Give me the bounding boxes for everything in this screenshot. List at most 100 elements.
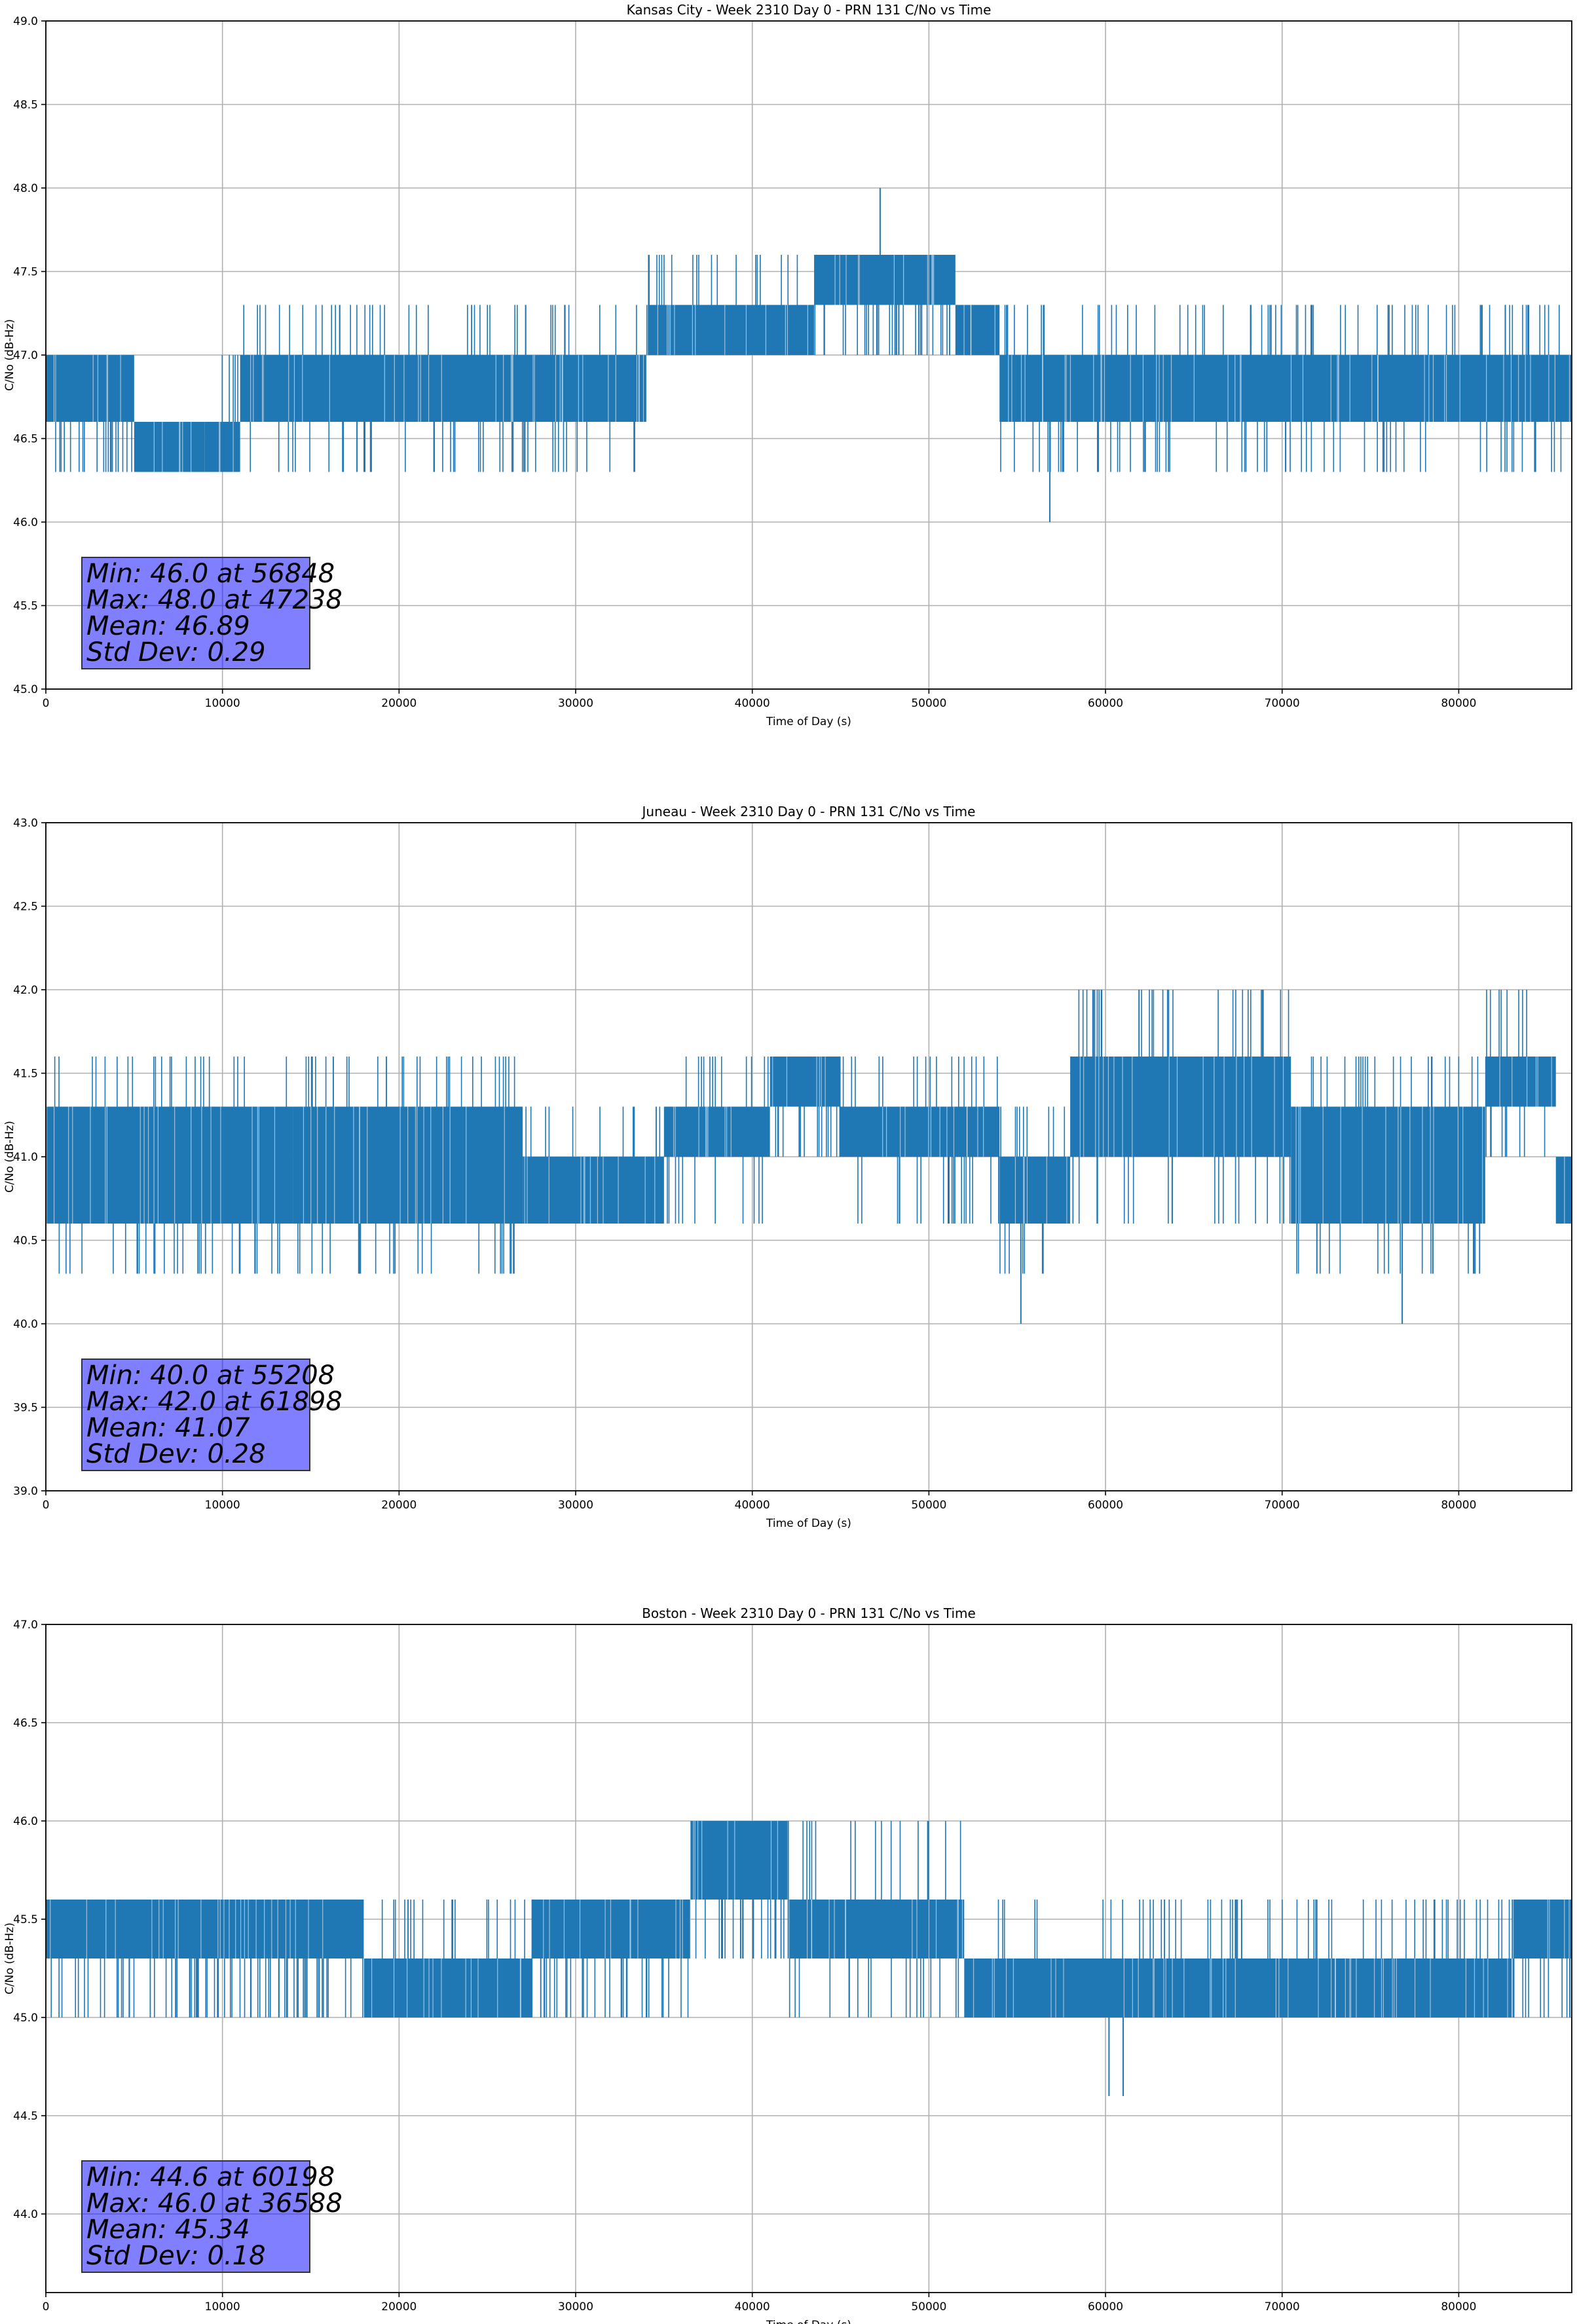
y-tick-label: 47.0 bbox=[13, 349, 38, 362]
data-band-4 bbox=[787, 1900, 965, 1959]
y-tick-label: 48.0 bbox=[13, 182, 38, 195]
x-tick-label: 80000 bbox=[1441, 2300, 1476, 2314]
axes-frame bbox=[45, 1624, 1572, 2293]
y-tick-label: 39.0 bbox=[13, 1485, 38, 1498]
stats-box: Min: 46.0 at 56848 Max: 48.0 at 47238 Mean… bbox=[81, 557, 343, 669]
chart-title: Juneau - Week 2310 Day 0 - PRN 131 C/No … bbox=[641, 804, 976, 819]
y-tick-label: 45.0 bbox=[13, 683, 38, 696]
x-tick-label: 20000 bbox=[381, 2300, 417, 2314]
stats-mean: Mean: 45.34 bbox=[86, 2215, 250, 2245]
y-tick-label: 40.0 bbox=[13, 1318, 38, 1331]
data-series bbox=[46, 188, 1572, 522]
y-tick-label: 45.0 bbox=[13, 2012, 38, 2025]
y-axis-label: C/No (dB-Hz) bbox=[3, 1121, 16, 1193]
x-tick-label: 0 bbox=[43, 1499, 50, 1512]
data-band-6 bbox=[955, 305, 1000, 355]
chart-title: Boston - Week 2310 Day 0 - PRN 131 C/No … bbox=[642, 1605, 976, 1621]
y-tick-label: 42.0 bbox=[13, 984, 38, 997]
data-band-6 bbox=[1512, 1900, 1572, 1959]
stats-std: Std Dev: 0.29 bbox=[86, 637, 266, 667]
stats-max: Max: 48.0 at 47238 bbox=[86, 585, 343, 615]
data-band-2 bbox=[523, 1157, 664, 1224]
x-tick-label: 10000 bbox=[205, 1499, 240, 1512]
x-tick-label: 0 bbox=[43, 697, 50, 710]
chart-panel-0: 45.0 45.5 46.0 46.5 47.0 47.5 48.0 48.5 49.0 0 100… bbox=[3, 2, 1572, 728]
data-band-1 bbox=[363, 1959, 532, 2017]
data-band-3 bbox=[663, 1106, 770, 1157]
stats-min: Min: 44.6 at 60198 bbox=[86, 2162, 335, 2192]
data-band-6 bbox=[999, 1157, 1071, 1224]
stats-box: Min: 40.0 at 55208 Max: 42.0 at 61898 Mean… bbox=[81, 1359, 343, 1471]
chart-title: Kansas City - Week 2310 Day 0 - PRN 131 … bbox=[627, 2, 992, 18]
y-tick-label: 40.5 bbox=[13, 1235, 38, 1248]
stats-std: Std Dev: 0.18 bbox=[86, 2241, 266, 2271]
y-tick-label: 39.5 bbox=[13, 1402, 38, 1415]
y-tick-label: 43.0 bbox=[13, 817, 38, 830]
y-tick-label: 46.5 bbox=[13, 1717, 38, 1730]
x-tick-label: 80000 bbox=[1441, 697, 1476, 710]
stats-mean: Mean: 46.89 bbox=[86, 611, 250, 641]
y-tick-label: 48.5 bbox=[13, 99, 38, 112]
x-axis-label: Time of Day (s) bbox=[766, 1517, 851, 1530]
y-tick-label: 42.5 bbox=[13, 901, 38, 914]
x-tick-label: 40000 bbox=[735, 1499, 770, 1512]
x-tick-label: 40000 bbox=[735, 2300, 770, 2314]
x-tick-label: 50000 bbox=[911, 1499, 946, 1512]
x-tick-label: 40000 bbox=[735, 697, 770, 710]
x-axis-label: Time of Day (s) bbox=[766, 715, 851, 728]
x-tick-label: 80000 bbox=[1441, 1499, 1476, 1512]
axes-frame bbox=[45, 822, 1572, 1491]
stats-max: Max: 46.0 at 36588 bbox=[86, 2188, 343, 2219]
y-tick-label: 41.0 bbox=[13, 1151, 38, 1164]
y-axis-label: C/No (dB-Hz) bbox=[3, 1922, 16, 1995]
data-band-5 bbox=[840, 1106, 1000, 1157]
data-series bbox=[46, 1821, 1572, 2096]
x-tick-label: 20000 bbox=[381, 697, 417, 710]
data-band-3 bbox=[240, 355, 646, 422]
x-tick-label: 30000 bbox=[558, 1499, 593, 1512]
data-band-5 bbox=[964, 1959, 1512, 2017]
x-tick-label: 60000 bbox=[1088, 2300, 1123, 2314]
stats-min: Min: 40.0 at 55208 bbox=[86, 1360, 335, 1391]
data-band-1 bbox=[134, 422, 205, 472]
y-tick-label: 45.5 bbox=[13, 600, 38, 613]
data-band-8 bbox=[1291, 1106, 1485, 1224]
data-band-4 bbox=[770, 1057, 841, 1107]
x-tick-label: 30000 bbox=[558, 697, 593, 710]
y-tick-label: 46.0 bbox=[13, 1815, 38, 1828]
data-band-10 bbox=[1555, 1157, 1572, 1224]
x-tick-label: 50000 bbox=[911, 2300, 946, 2314]
data-band-0 bbox=[46, 355, 134, 422]
data-band-7 bbox=[999, 355, 1572, 422]
y-tick-label: 49.0 bbox=[13, 15, 38, 28]
stats-mean: Mean: 41.07 bbox=[86, 1413, 250, 1443]
y-tick-label: 45.5 bbox=[13, 1913, 38, 1926]
data-band-0 bbox=[46, 1900, 364, 1959]
x-axis-label: Time of Day (s) bbox=[766, 2319, 851, 2324]
stats-max: Max: 42.0 at 61898 bbox=[86, 1387, 343, 1417]
data-band-7 bbox=[1070, 1057, 1291, 1157]
y-tick-label: 47.0 bbox=[13, 1619, 38, 1632]
x-tick-label: 50000 bbox=[911, 697, 946, 710]
y-axis-label: C/No (dB-Hz) bbox=[3, 319, 16, 391]
stats-min: Min: 46.0 at 56848 bbox=[86, 559, 335, 589]
x-tick-label: 10000 bbox=[205, 2300, 240, 2314]
x-tick-label: 60000 bbox=[1088, 1499, 1123, 1512]
axes-frame bbox=[45, 20, 1572, 690]
x-tick-label: 0 bbox=[43, 2300, 50, 2314]
y-tick-label: 44.5 bbox=[13, 2110, 38, 2123]
y-tick-label: 47.5 bbox=[13, 266, 38, 279]
y-tick-label: 46.0 bbox=[13, 516, 38, 529]
data-band-3 bbox=[690, 1821, 788, 1900]
x-tick-label: 70000 bbox=[1265, 697, 1300, 710]
x-tick-label: 70000 bbox=[1265, 1499, 1300, 1512]
x-tick-label: 20000 bbox=[381, 1499, 417, 1512]
x-tick-label: 10000 bbox=[205, 697, 240, 710]
data-band-9 bbox=[1485, 1057, 1556, 1107]
y-tick-label: 46.5 bbox=[13, 433, 38, 446]
chart-panel-1: 39.0 39.5 40.0 40.5 41.0 41.5 42.0 42.5 43.0 0 100… bbox=[3, 804, 1572, 1530]
y-tick-label: 44.0 bbox=[13, 2208, 38, 2221]
stats-std: Std Dev: 0.28 bbox=[86, 1439, 266, 1469]
x-tick-label: 70000 bbox=[1265, 2300, 1300, 2314]
